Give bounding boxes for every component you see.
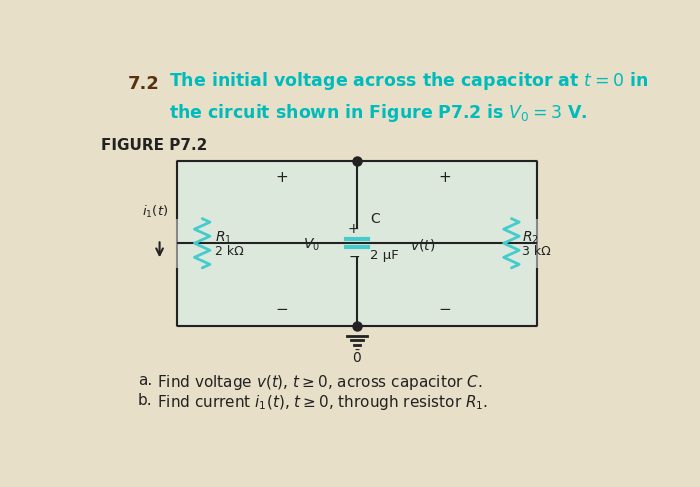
Text: b.: b. xyxy=(138,393,153,409)
Text: 2 μF: 2 μF xyxy=(370,249,399,262)
Text: Find voltage $v(t)$, $t\geq 0$, across capacitor $C$.: Find voltage $v(t)$, $t\geq 0$, across c… xyxy=(158,373,483,392)
Text: −: − xyxy=(439,302,452,317)
Text: FIGURE P7.2: FIGURE P7.2 xyxy=(102,138,208,153)
Text: $v(t)$: $v(t)$ xyxy=(410,237,435,253)
Text: 7.2: 7.2 xyxy=(128,75,160,94)
Text: C: C xyxy=(370,212,380,226)
Text: $i_1(t)$: $i_1(t)$ xyxy=(142,204,168,220)
Text: $R_2$: $R_2$ xyxy=(522,229,539,246)
Text: Find current $i_1(t)$, $t\geq 0$, through resistor $R_1$.: Find current $i_1(t)$, $t\geq 0$, throug… xyxy=(158,393,489,412)
Text: $V_0$: $V_0$ xyxy=(303,237,320,253)
Text: 3 kΩ: 3 kΩ xyxy=(522,245,551,258)
Text: +: + xyxy=(276,170,288,185)
Bar xyxy=(176,161,537,326)
Text: a.: a. xyxy=(138,373,152,388)
Text: $R_1$: $R_1$ xyxy=(215,229,232,246)
Text: 2 kΩ: 2 kΩ xyxy=(215,245,244,258)
Text: +: + xyxy=(347,223,359,236)
Text: The initial voltage across the capacitor at $t = 0$ in
the circuit shown in Figu: The initial voltage across the capacitor… xyxy=(169,70,648,124)
Text: $\bar{0}$: $\bar{0}$ xyxy=(352,350,362,366)
Text: −: − xyxy=(276,302,288,317)
Text: −: − xyxy=(349,250,360,264)
Text: +: + xyxy=(439,170,452,185)
